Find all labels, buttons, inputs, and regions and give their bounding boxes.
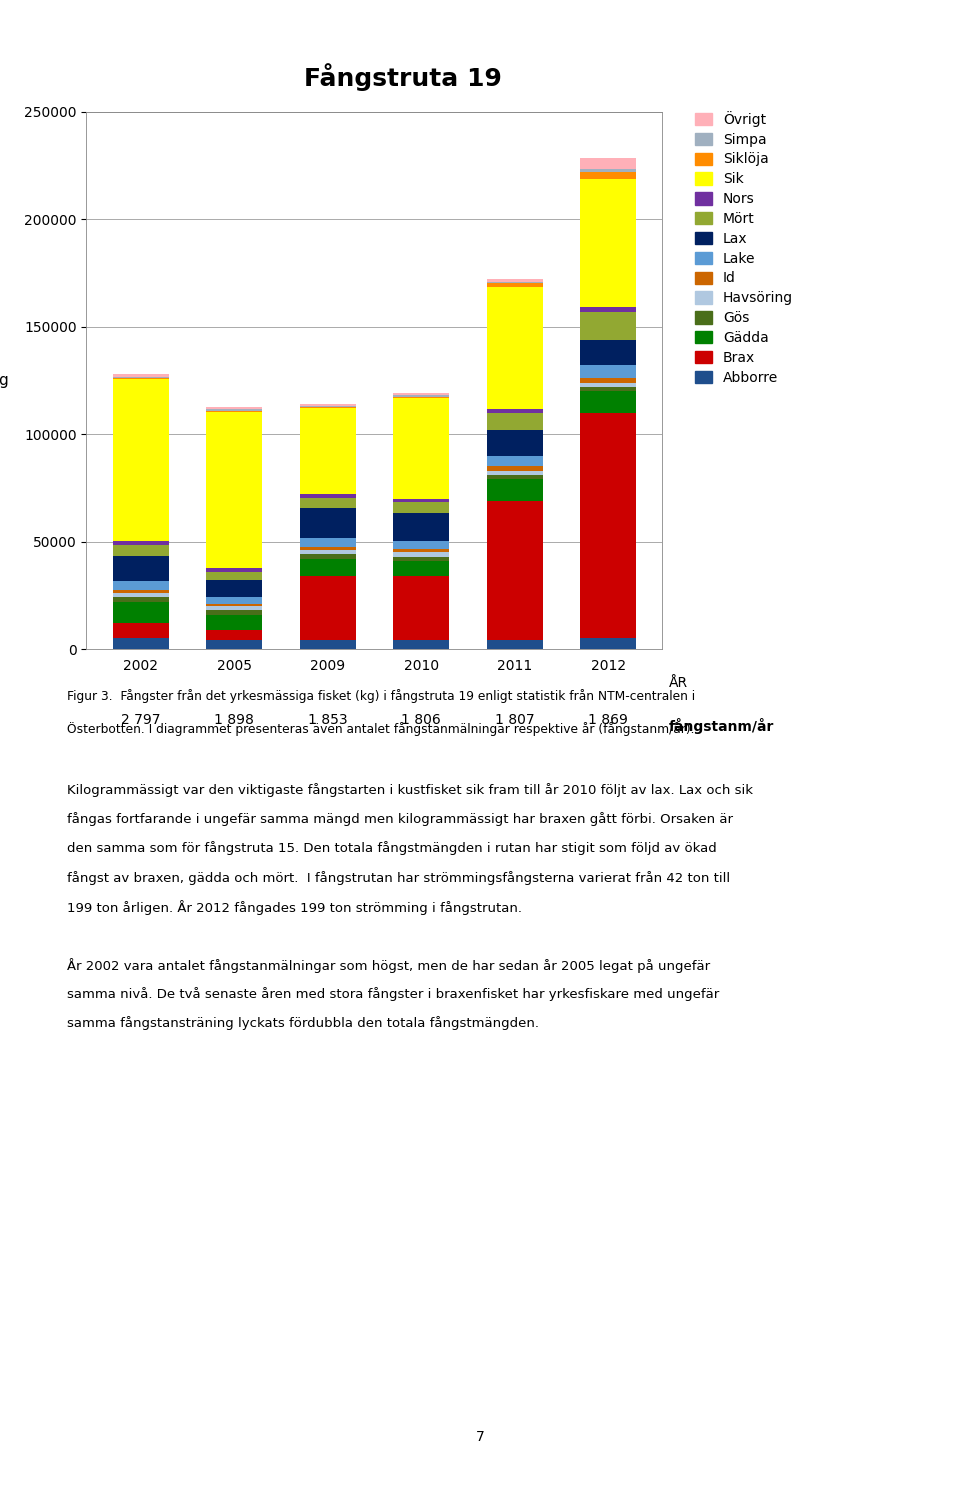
Y-axis label: Kg: Kg [0,373,9,388]
Bar [580,307,636,312]
Text: fångst av braxen, gädda och mört.  I fångstrutan har strömmingsfångsterna varier: fångst av braxen, gädda och mört. I fång… [67,871,731,885]
Bar [580,169,636,172]
Bar [300,497,356,509]
Text: 199 ton årligen. År 2012 fångades 199 ton strömming i fångstrutan.: 199 ton årligen. År 2012 fångades 199 to… [67,900,522,915]
Bar [300,539,356,548]
Bar [300,494,356,497]
Bar [206,604,262,606]
Text: 1 869: 1 869 [588,713,628,728]
Bar [393,552,449,557]
Bar [580,382,636,386]
Bar [300,555,356,560]
Text: fångas fortfarande i ungefär samma mängd men kilogrammässigt har braxen gått för: fångas fortfarande i ungefär samma mängd… [67,812,733,827]
Text: 1 806: 1 806 [401,713,441,728]
Bar [393,394,449,395]
Bar [112,597,169,601]
Bar [206,630,262,640]
Bar [580,172,636,179]
Bar [393,498,449,501]
Bar [206,610,262,615]
Bar [580,366,636,379]
Bar [487,470,542,474]
Text: den samma som för fångstruta 15. Den totala fångstmängden i rutan har stigit som: den samma som för fångstruta 15. Den tot… [67,841,717,855]
Bar [393,549,449,552]
Bar [300,640,356,649]
Bar [206,597,262,604]
Bar [487,409,542,413]
Bar [300,409,356,494]
Bar [112,624,169,639]
Bar [580,413,636,639]
Bar [487,501,542,640]
Bar [487,455,542,467]
Bar [112,639,169,649]
Text: Österbotten. I diagrammet presenteras även antalet fångstanmälningar respektive : Österbotten. I diagrammet presenteras äv… [67,722,695,736]
Bar [580,179,636,307]
Bar [393,398,449,498]
Bar [487,467,542,470]
Text: ÅR: ÅR [669,676,688,691]
Text: Kilogrammässigt var den viktigaste fångstarten i kustfisket sik fram till år 201: Kilogrammässigt var den viktigaste fångs… [67,783,754,797]
Text: samma fångstansträning lyckats fördubbla den totala fångstmängden.: samma fångstansträning lyckats fördubbla… [67,1016,540,1029]
Bar [393,640,449,649]
Bar [112,555,169,582]
Bar [206,606,262,610]
Text: 1 853: 1 853 [308,713,348,728]
Bar [487,479,542,501]
Bar [487,286,542,409]
Bar [300,560,356,576]
Bar [112,589,169,594]
Bar [487,282,542,286]
Bar [580,639,636,649]
Bar [393,501,449,513]
Bar [206,580,262,597]
Bar [580,312,636,340]
Bar [300,509,356,539]
Bar [206,412,262,568]
Bar [300,576,356,640]
Bar [487,430,542,455]
Bar [487,413,542,430]
Bar [580,386,636,391]
Text: 2 797: 2 797 [121,713,160,728]
Bar [206,640,262,649]
Text: Figur 3.  Fångster från det yrkesmässiga fisket (kg) i fångstruta 19 enligt stat: Figur 3. Fångster från det yrkesmässiga … [67,689,695,703]
Bar [580,391,636,413]
Text: 1 898: 1 898 [214,713,254,728]
Bar [580,340,636,366]
Bar [206,407,262,409]
Bar [112,582,169,589]
Text: 1 807: 1 807 [494,713,535,728]
Bar [300,548,356,551]
Bar [112,540,169,545]
Bar [487,279,542,282]
Text: samma nivå. De två senaste åren med stora fångster i braxenfisket har yrkesfiska: samma nivå. De två senaste åren med stor… [67,988,719,1001]
Bar [393,557,449,561]
Bar [487,640,542,649]
Bar [206,571,262,580]
Bar [112,545,169,555]
Text: År 2002 vara antalet fångstanmälningar som högst, men de har sedan år 2005 legat: År 2002 vara antalet fångstanmälningar s… [67,958,710,973]
Text: fångstanm/år: fångstanm/år [669,718,775,734]
Bar [206,615,262,630]
Text: 7: 7 [475,1431,485,1444]
Bar [112,379,169,540]
Bar [487,474,542,479]
Bar [112,601,169,624]
Bar [206,568,262,571]
Bar [300,551,356,555]
Bar [112,594,169,597]
Bar [393,561,449,576]
Bar [393,540,449,549]
Legend: Övrigt, Simpa, Siklöja, Sik, Nors, Mört, Lax, Lake, Id, Havsöring, Gös, Gädda, B: Övrigt, Simpa, Siklöja, Sik, Nors, Mört,… [692,107,796,388]
Bar [580,379,636,382]
Text: Fångstruta 19: Fångstruta 19 [304,63,502,91]
Bar [393,576,449,640]
Bar [112,374,169,377]
Bar [300,404,356,406]
Bar [393,513,449,540]
Bar [580,158,636,169]
